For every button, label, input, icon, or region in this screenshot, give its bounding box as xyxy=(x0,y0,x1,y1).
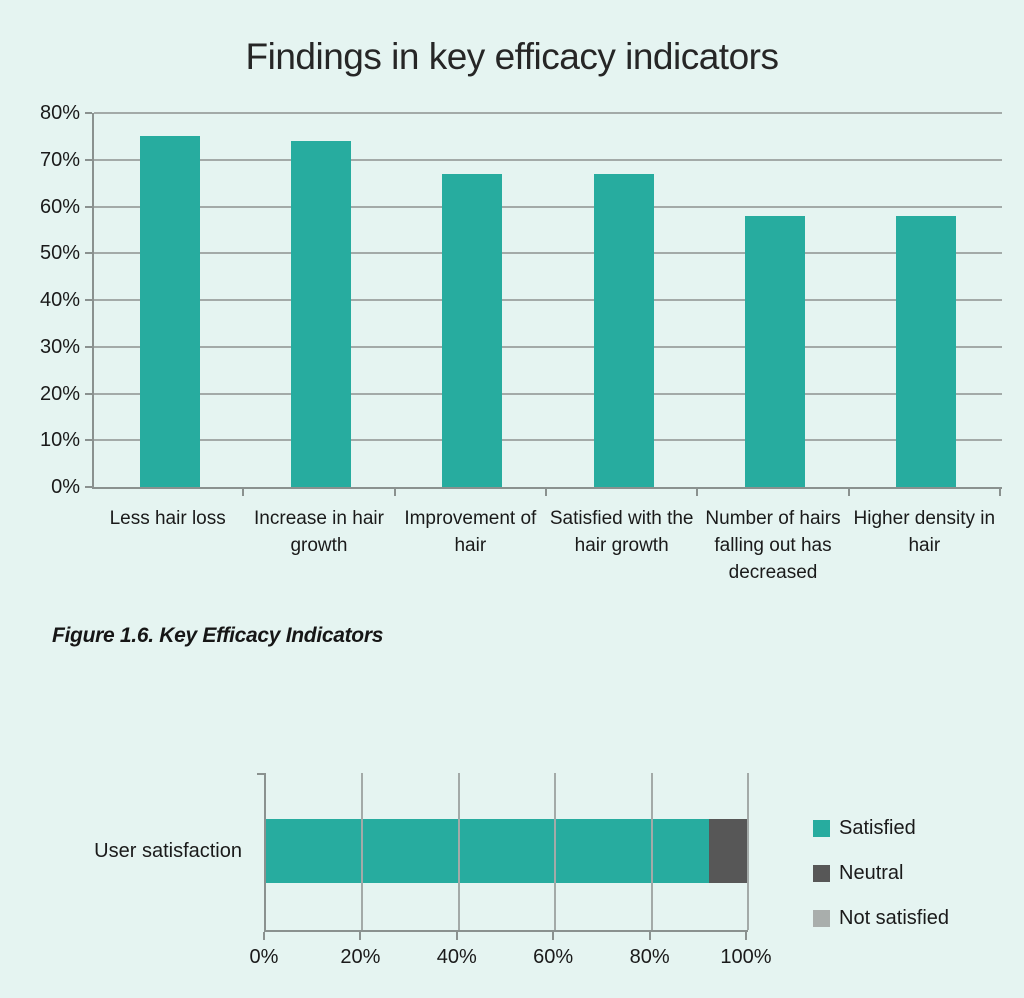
y-axis-label: 60% xyxy=(39,195,80,218)
x-axis-label: 60% xyxy=(533,946,574,968)
efficacy-bar xyxy=(442,173,503,487)
y-axis-label: 10% xyxy=(39,429,80,452)
x-axis-label: 100% xyxy=(720,946,772,968)
x-axis-tick xyxy=(545,489,547,496)
satisfaction-chart: User satisfaction Satisfied Neutral Not sa… xyxy=(0,700,1024,998)
x-category-label: Satisfied with the hair growth xyxy=(549,508,694,556)
legend-item: Satisfied xyxy=(813,818,916,838)
category-label: User satisfaction xyxy=(94,840,242,862)
efficacy-bar xyxy=(593,173,654,487)
x-category-label: Less hair loss xyxy=(109,508,226,529)
satisfaction-stacked-bar xyxy=(266,819,748,883)
x-axis-tick xyxy=(242,489,245,496)
x-axis-label: 40% xyxy=(436,946,477,968)
y-axis-tick xyxy=(85,252,92,255)
efficacy-plot-area xyxy=(92,112,1002,489)
efficacy-bar xyxy=(291,141,351,487)
x-category-label: Increase in hair growth xyxy=(254,508,384,556)
x-axis-tick xyxy=(999,489,1001,496)
gridline xyxy=(94,205,1002,208)
x-axis-tick xyxy=(648,932,651,940)
legend-swatch-icon xyxy=(813,909,830,927)
y-axis-tick xyxy=(85,158,92,161)
efficacy-bar-chart: 0% 10% 20% 30% 40% 50% 60% 70% 80% Less hair loss… xyxy=(39,102,1002,583)
x-axis-tick xyxy=(745,932,747,940)
legend-item: Not satisfied xyxy=(813,908,949,928)
x-axis-tick xyxy=(263,932,265,940)
x-category-label: Higher density in hair xyxy=(853,508,996,556)
figure-caption: Figure 1.6. Key Efficacy Indicators xyxy=(52,624,384,647)
legend-item: Neutral xyxy=(813,863,903,883)
efficacy-bar xyxy=(896,215,957,487)
x-axis-tick xyxy=(552,932,555,940)
efficacy-bar xyxy=(139,136,200,487)
legend-label: Not satisfied xyxy=(839,907,950,929)
y-axis-label: 80% xyxy=(39,102,80,124)
y-axis-tick xyxy=(85,439,92,442)
gridline xyxy=(94,252,1002,255)
y-axis-label: 30% xyxy=(39,335,80,358)
satisfaction-plot-area xyxy=(264,773,749,932)
x-axis-tick xyxy=(455,932,458,940)
x-axis-label: 0% xyxy=(249,946,279,968)
gridline xyxy=(457,773,460,930)
y-axis-tick xyxy=(85,486,92,488)
y-axis-tick xyxy=(85,112,92,114)
gridline xyxy=(94,299,1002,301)
page-title: Findings in key efficacy indicators xyxy=(245,36,779,77)
gridline xyxy=(94,112,1002,114)
segment-neutral xyxy=(709,819,748,883)
x-category-label: Number of hairs falling out has decrease… xyxy=(705,508,841,583)
gridline xyxy=(650,773,653,930)
y-axis-label: 20% xyxy=(39,382,80,405)
x-axis-label: 80% xyxy=(629,946,670,968)
x-axis-tick xyxy=(696,489,699,496)
gridline xyxy=(94,439,1002,442)
x-axis-tick xyxy=(393,489,396,496)
y-axis-tick xyxy=(85,299,92,301)
x-category-label: Improvement of hair xyxy=(404,508,537,556)
legend-swatch-icon xyxy=(813,819,830,837)
segment-satisfied xyxy=(266,819,710,883)
y-axis-tick xyxy=(85,205,92,208)
gridline xyxy=(361,773,364,930)
y-axis-label: 0% xyxy=(51,476,80,498)
gridline xyxy=(94,345,1002,348)
gridline xyxy=(94,158,1002,161)
legend-label: Neutral xyxy=(839,862,904,884)
y-axis-label: 40% xyxy=(39,289,80,311)
y-axis-label: 70% xyxy=(39,148,80,171)
legend-label: Satisfied xyxy=(839,817,916,839)
gridline xyxy=(554,773,557,930)
gridline xyxy=(94,392,1002,395)
gridline xyxy=(747,773,749,930)
y-axis-tick xyxy=(85,392,92,395)
x-axis-label: 20% xyxy=(340,946,381,968)
y-axis-tick xyxy=(85,345,92,348)
x-axis-tick xyxy=(359,932,362,940)
category-axis-tick xyxy=(257,773,265,775)
x-axis-tick xyxy=(847,489,850,496)
y-axis-label: 50% xyxy=(39,242,80,265)
legend-swatch-icon xyxy=(813,864,830,882)
efficacy-bar xyxy=(745,215,805,487)
